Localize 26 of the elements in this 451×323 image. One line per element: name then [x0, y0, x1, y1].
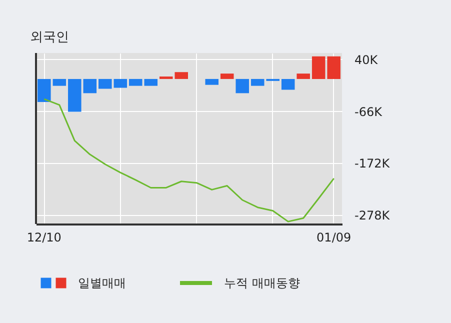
bar — [68, 78, 82, 112]
y-tick-label: -172K — [354, 156, 391, 171]
legend-label: 일별매매 — [78, 276, 126, 290]
x-tick-label: 01/09 — [316, 230, 352, 244]
bar — [220, 74, 234, 79]
chart-title: 외국인 — [30, 30, 69, 45]
bar — [236, 78, 249, 94]
line-series — [43, 98, 335, 222]
y-tick-label: -66K — [354, 104, 384, 119]
bar — [129, 78, 142, 86]
bar — [296, 74, 310, 79]
bar — [114, 78, 128, 88]
y-tick-label: 40K — [354, 52, 379, 67]
bar — [327, 56, 340, 79]
bar — [312, 56, 326, 79]
x-tick-label: 12/10 — [26, 230, 62, 244]
bar — [52, 78, 66, 86]
bar — [205, 78, 218, 85]
y-tick-label: -278K — [354, 208, 391, 223]
bar — [281, 78, 295, 90]
bar — [83, 78, 97, 94]
bar — [250, 78, 264, 86]
bar — [144, 78, 158, 86]
bar — [38, 78, 51, 102]
bar — [98, 78, 112, 89]
legend-label: 누적 매매동향 — [224, 276, 300, 290]
